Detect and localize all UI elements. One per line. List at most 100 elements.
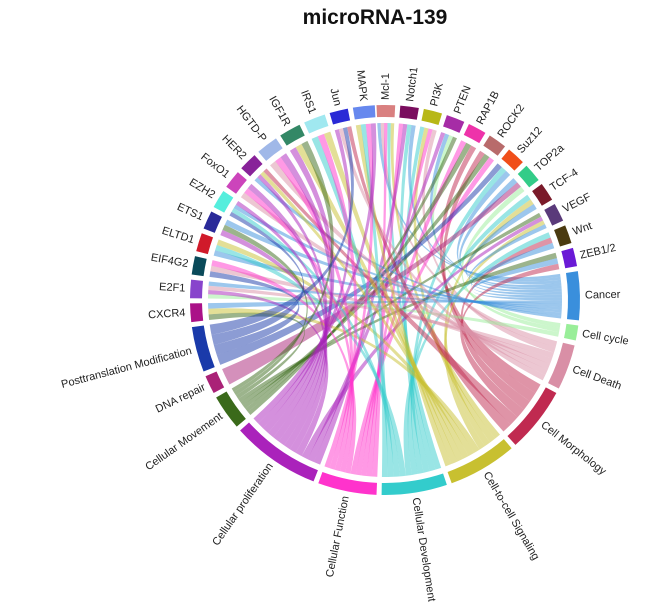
sector-cell-to-cell-signaling	[447, 439, 512, 484]
sector-cxcr4	[190, 303, 204, 323]
chord-suz12-to-cellular-development	[410, 167, 507, 474]
sector-label-hgtd-p: HGTD-P	[234, 104, 269, 145]
sector-label-suz12: Suz12	[515, 125, 545, 156]
sector-ets1	[203, 211, 222, 233]
chord-vegf-to-cancer	[468, 224, 562, 295]
sector-label-her2: HER2	[219, 133, 248, 162]
sector-label-wnt: Wnt	[571, 220, 593, 238]
chord-zeb1-2-to-cancer	[472, 258, 562, 301]
sector-label-zeb1-2: ZEB1/2	[579, 242, 617, 262]
sector-label-notch1: Notch1	[404, 66, 420, 102]
sector-top2a	[517, 165, 539, 188]
sector-label-cell-morphology: Cell Morphology	[538, 419, 608, 478]
chord-pten-to-cancer	[429, 133, 562, 285]
sector-label-eif4g2: EIF4G2	[150, 252, 189, 271]
chord-mcl-1-to-cellular-function	[371, 123, 388, 477]
sector-cell-morphology	[507, 387, 557, 445]
sector-label-top2a: TOP2a	[533, 142, 568, 174]
sector-posttranslation-modification	[191, 325, 215, 372]
sector-label-mapk: MAPK	[354, 70, 369, 103]
sector-ring	[190, 105, 580, 496]
chord-pten-to-cellular-proliferation	[307, 132, 446, 463]
sector-label-cellular-proliferation: Cellular proliferation	[210, 461, 276, 548]
sector-rock2	[483, 135, 506, 156]
chord-irs1-to-cell-to-cell-signaling	[323, 131, 458, 465]
sector-cancer	[565, 271, 580, 321]
sector-label-pten: PTEN	[452, 84, 474, 116]
chord-cxcr4-to-cellular-movement	[208, 312, 305, 399]
sector-label-dna-repair: DNA repair	[154, 381, 208, 415]
chord-zeb1-2-to-cell-morphology	[460, 263, 560, 418]
chord-e2f1-to-cell-cycle	[208, 294, 560, 337]
sector-pi3k	[421, 108, 443, 125]
sector-vegf	[544, 203, 564, 226]
chord-wnt-to-cell-morphology	[460, 237, 553, 410]
chord-hgtd-p-to-cellular-proliferation	[268, 153, 333, 438]
sector-mapk	[352, 105, 376, 120]
sector-zeb1-2	[561, 247, 578, 269]
chord-pi3k-to-cellular-function	[361, 128, 433, 477]
chord-mapk-to-cellular-function	[324, 123, 374, 469]
sector-label-rap1b: RAP1B	[474, 89, 502, 126]
sector-jun	[329, 108, 351, 125]
sector-label-posttranslation-modification: Posttranslation Modification	[60, 345, 193, 391]
chord-eltd1-to-cellular-development	[215, 244, 406, 477]
sector-label-jun: Jun	[328, 87, 344, 107]
chord-ets1-to-cellular-movement	[222, 224, 308, 396]
sector-e2f1	[190, 279, 204, 299]
sector-cellular-development	[381, 473, 447, 496]
sector-label-pi3k: PI3K	[428, 81, 446, 108]
sector-label-cell-cycle: Cell cycle	[581, 328, 629, 348]
chord-top2a-to-cell-cycle	[461, 186, 560, 333]
sector-label-e2f1: E2F1	[159, 281, 186, 294]
sector-label-cell-to-cell-signaling: Cell-to-cell Signaling	[481, 470, 542, 563]
sector-label-vegf: VEGF	[561, 191, 593, 215]
sector-cellular-movement	[216, 391, 246, 427]
sector-wnt	[554, 225, 572, 247]
sector-label-rock2: ROCK2	[495, 102, 527, 140]
chord-notch1-to-cellular-development	[399, 124, 436, 472]
sector-label-cancer: Cancer	[585, 289, 621, 302]
sector-label-cellular-function: Cellular Function	[324, 495, 352, 578]
chord-tcf-4-to-cellular-development	[407, 194, 531, 475]
sector-irs1	[304, 114, 329, 134]
sector-label-ezh2: EZH2	[187, 176, 217, 201]
sector-ezh2	[213, 190, 234, 213]
chord-ribbons	[208, 123, 562, 478]
chord-wnt-to-cancer	[471, 242, 562, 298]
sector-label-cellular-movement: Cellular Movement	[143, 410, 225, 473]
sector-eltd1	[196, 233, 214, 255]
sector-cell-death	[548, 342, 575, 389]
sector-label-igf1r: IGF1R	[266, 94, 292, 128]
sector-pten	[443, 115, 465, 133]
chord-foxo1-to-cellular-function	[244, 188, 355, 473]
chord-top2a-to-dna-repair	[222, 182, 521, 385]
diagram-title: microRNA-139	[302, 6, 448, 29]
chord-suz12-to-cancer	[456, 170, 562, 288]
sector-mcl-1	[376, 105, 396, 118]
sector-label-cell-death: Cell Death	[571, 364, 623, 393]
chord-irs1-to-cellular-function	[317, 133, 358, 470]
sector-igf1r	[280, 124, 305, 146]
chord-foxo1-to-cell-death	[240, 192, 551, 370]
sector-label-foxo1: FoxO1	[198, 151, 231, 181]
sector-label-cxcr4: CXCR4	[148, 307, 186, 321]
chord-eif4g2-to-posttranslation-modification	[209, 271, 300, 356]
sector-notch1	[399, 105, 419, 120]
sector-cellular-proliferation	[240, 422, 318, 482]
sector-cellular-function	[318, 471, 378, 495]
sector-suz12	[501, 149, 523, 171]
sector-label-mcl-1: Mcl-1	[380, 73, 392, 100]
sector-her2	[241, 155, 263, 177]
sector-label-eltd1: ELTD1	[160, 225, 195, 246]
sector-label-irs1: IRS1	[298, 89, 318, 116]
sector-cell-cycle	[564, 323, 579, 341]
chord-pten-to-cell-cycle	[431, 135, 561, 328]
sector-tcf-4	[532, 184, 553, 206]
sector-foxo1	[226, 172, 247, 194]
chord-eif4g2-to-cell-death	[210, 265, 553, 365]
sector-eif4g2	[191, 256, 207, 277]
sector-label-cellular-development: Cellular Development	[410, 497, 438, 603]
sector-label-tcf-4: TCF-4	[548, 167, 581, 194]
